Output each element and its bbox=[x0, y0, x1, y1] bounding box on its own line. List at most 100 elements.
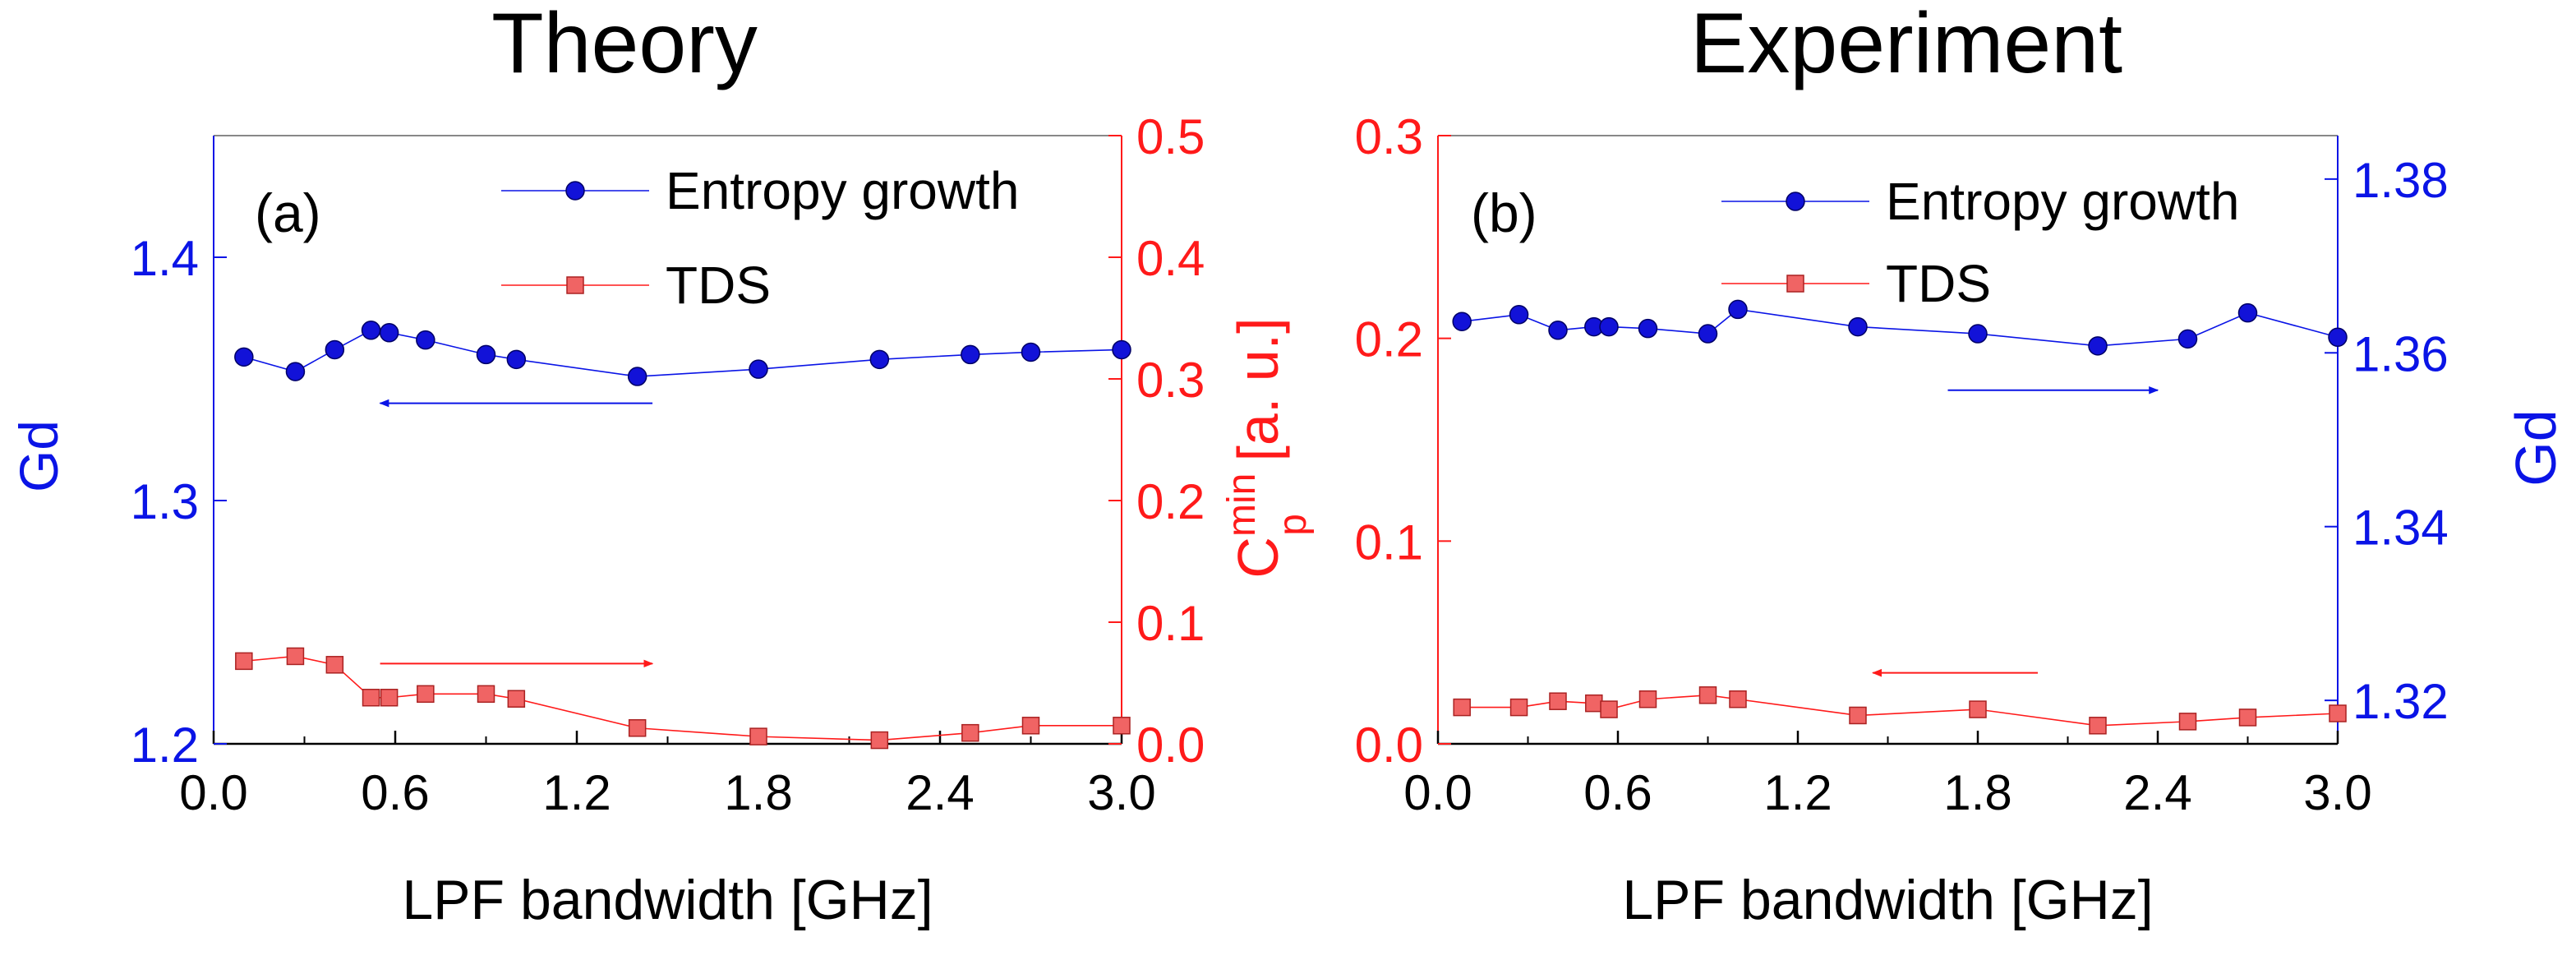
entropy-point bbox=[1728, 299, 1748, 320]
left-tick-label: 0.3 bbox=[1355, 109, 1423, 164]
left-tick-label: 0.1 bbox=[1355, 515, 1423, 570]
right-tick-label: 0.0 bbox=[1136, 718, 1205, 773]
entropy-point bbox=[416, 330, 435, 350]
tds-point bbox=[2089, 717, 2107, 735]
tds-point bbox=[1969, 700, 1987, 718]
entropy-point bbox=[627, 367, 647, 386]
panel-experiment: Experiment 0.0 0.6 1.2 1.8 2.4 3.0 LPF bandwidt… bbox=[1355, 0, 2568, 931]
tds-point bbox=[2329, 704, 2347, 722]
x-tick-label: 1.8 bbox=[1943, 765, 2011, 820]
right-tick-label: 0.3 bbox=[1136, 353, 1205, 408]
tds-point bbox=[1113, 717, 1131, 735]
x-tick-label: 0.6 bbox=[361, 765, 429, 820]
legend-label: Entropy growth bbox=[1886, 172, 2239, 231]
right-axis-label-unit: [a. u.] bbox=[1226, 317, 1290, 478]
entropy-point bbox=[1599, 316, 1619, 337]
legend-label: TDS bbox=[1886, 254, 1991, 313]
x-tick-label: 0.0 bbox=[179, 765, 247, 820]
left-tick-label: 0.2 bbox=[1355, 312, 1423, 367]
tds-point bbox=[2238, 708, 2257, 727]
x-tick-label: 0.0 bbox=[1403, 765, 1472, 820]
right-tick-label: 1.32 bbox=[2353, 674, 2449, 729]
tds-point bbox=[1509, 698, 1528, 717]
entropy-point bbox=[1848, 316, 1868, 337]
left-tick-label: 1.2 bbox=[131, 718, 199, 773]
tds-point bbox=[1453, 698, 1471, 717]
chart-title: Theory bbox=[491, 0, 758, 91]
entropy-point bbox=[1698, 324, 1718, 344]
panel-theory: Theory 0.0 0.6 1.2 1.8 2.4 3.0 LPF bandwidth [G… bbox=[8, 0, 1315, 931]
right-tick-label: 1.38 bbox=[2353, 153, 2449, 208]
legend-label: Entropy growth bbox=[666, 161, 1019, 220]
entropy-point bbox=[476, 344, 496, 365]
tds-point bbox=[1600, 700, 1618, 718]
tds-point bbox=[235, 652, 253, 671]
tds-point bbox=[417, 685, 435, 704]
left-tick-label: 0.0 bbox=[1355, 718, 1423, 773]
entropy-point bbox=[869, 349, 890, 370]
right-axis-label: Cmin p [a. u.] bbox=[1220, 317, 1315, 578]
entropy-point bbox=[2177, 329, 2198, 349]
entropy-point bbox=[506, 349, 527, 370]
entropy-point bbox=[961, 344, 980, 365]
x-axis-label: LPF bandwidth [GHz] bbox=[1622, 869, 2153, 931]
right-axis-label-main: Gd bbox=[2504, 409, 2568, 486]
entropy-point bbox=[285, 362, 306, 381]
left-tick-label: 1.3 bbox=[131, 474, 199, 529]
entropy-point bbox=[234, 347, 254, 367]
tds-point bbox=[749, 727, 767, 745]
right-axis-label: Gd bbox=[2504, 409, 2568, 486]
entropy-point bbox=[1112, 339, 1131, 360]
entropy-point bbox=[1509, 305, 1529, 325]
entropy-point bbox=[1548, 321, 1568, 340]
right-axis-label-main: C bbox=[1226, 537, 1290, 579]
legend-marker-square bbox=[566, 276, 584, 294]
legend-label: TDS bbox=[666, 256, 771, 315]
tds-point bbox=[380, 689, 399, 707]
tds-point bbox=[870, 731, 889, 750]
legend-marker-circle bbox=[1786, 192, 1805, 211]
tds-point bbox=[1638, 690, 1657, 708]
tds-point bbox=[286, 647, 305, 666]
entropy-point bbox=[2088, 336, 2108, 356]
tds-point bbox=[477, 685, 495, 704]
x-tick-label: 1.8 bbox=[724, 765, 792, 820]
x-tick-label: 3.0 bbox=[1087, 765, 1155, 820]
x-tick-label: 2.4 bbox=[2123, 765, 2191, 820]
entropy-point bbox=[379, 323, 399, 343]
tds-point bbox=[1729, 690, 1747, 708]
x-axis-label: LPF bandwidth [GHz] bbox=[402, 869, 933, 931]
right-axis-label-sub: p bbox=[1271, 514, 1315, 536]
right-tick-label: 0.4 bbox=[1136, 231, 1205, 286]
entropy-point bbox=[1021, 342, 1041, 362]
tds-point bbox=[362, 689, 380, 707]
x-tick-label: 1.2 bbox=[542, 765, 611, 820]
tds-point bbox=[1585, 694, 1603, 713]
entropy-point bbox=[1968, 324, 1988, 344]
right-axis-label-sup: min bbox=[1220, 473, 1264, 537]
right-tick-label: 1.36 bbox=[2353, 326, 2449, 381]
chart-title: Experiment bbox=[1690, 0, 2122, 91]
panel-label: (b) bbox=[1471, 182, 1537, 243]
right-tick-label: 0.1 bbox=[1136, 596, 1205, 651]
right-tick-label: 0.5 bbox=[1136, 109, 1205, 164]
tds-point bbox=[628, 719, 647, 737]
x-tick-label: 2.4 bbox=[906, 765, 974, 820]
tds-point bbox=[2178, 713, 2197, 731]
entropy-point bbox=[1638, 318, 1658, 339]
panel-label: (a) bbox=[255, 182, 321, 243]
entropy-point bbox=[2237, 302, 2258, 323]
tds-point bbox=[1698, 686, 1717, 704]
entropy-point bbox=[325, 339, 345, 360]
x-tick-label: 0.6 bbox=[1583, 765, 1652, 820]
entropy-point bbox=[1452, 312, 1472, 331]
entropy-point bbox=[749, 359, 768, 379]
x-tick-label: 1.2 bbox=[1763, 765, 1832, 820]
tds-point bbox=[507, 690, 526, 708]
x-tick-label: 3.0 bbox=[2303, 765, 2371, 820]
left-axis-label: Gd bbox=[8, 420, 69, 492]
entropy-point bbox=[2328, 327, 2348, 348]
entropy-point bbox=[361, 321, 381, 340]
right-tick-label: 1.34 bbox=[2353, 501, 2449, 556]
